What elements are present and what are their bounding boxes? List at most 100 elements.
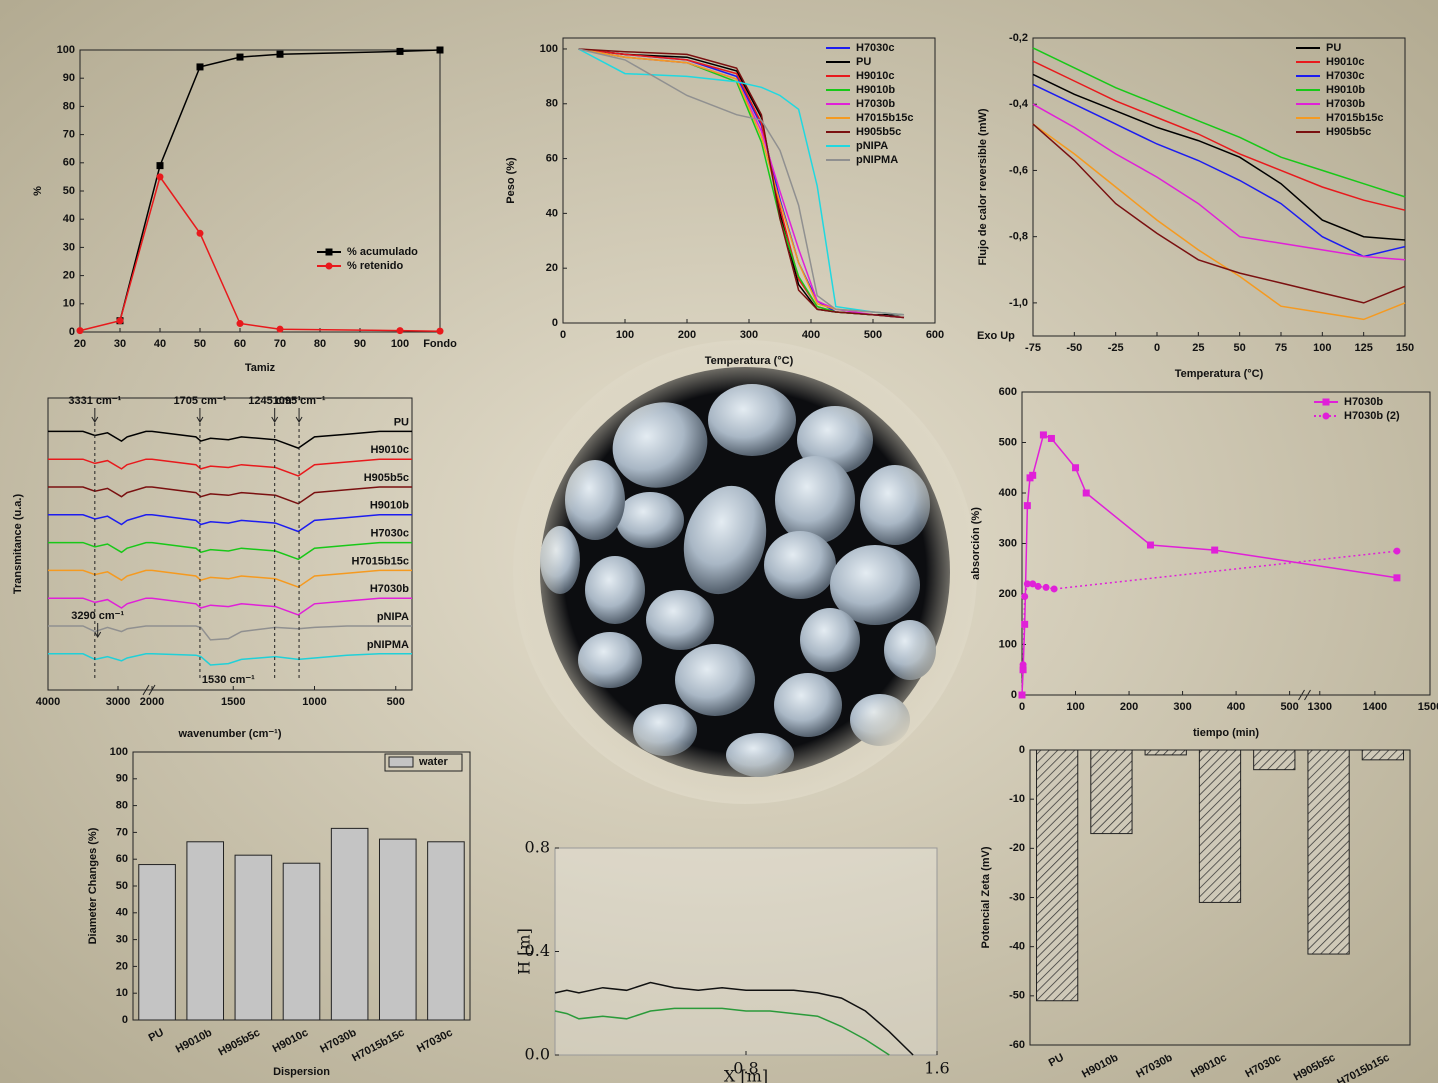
- marker: [1147, 542, 1154, 549]
- x-tick-label: 3000: [106, 696, 130, 708]
- x-tick-label: 500: [864, 329, 882, 341]
- y-tick-label: -0,4: [1009, 98, 1029, 110]
- legend-label: % acumulado: [347, 246, 418, 258]
- legend-label: H7030b: [856, 98, 895, 110]
- legend-label: H7015b15c: [1326, 112, 1384, 124]
- annotation: 1095 cm⁻¹: [273, 395, 326, 407]
- marker: [1040, 431, 1047, 438]
- legend-label: H9010b: [1326, 84, 1365, 96]
- x-tick-label: 0: [1019, 701, 1025, 713]
- bar: [331, 828, 368, 1020]
- marker: [1083, 490, 1090, 497]
- x-axis-title: Dispersion: [273, 1066, 330, 1078]
- x-axis-title: wavenumber (cm⁻¹): [178, 728, 282, 740]
- legend-label: H9010c: [856, 70, 895, 82]
- y-tick-label: 60: [116, 853, 128, 865]
- particle-photo: [513, 340, 977, 804]
- legend-label: H7030b: [1344, 396, 1383, 408]
- y-tick-label: 0: [552, 317, 558, 329]
- marker: [237, 54, 244, 61]
- legend-label: % retenido: [347, 260, 404, 272]
- series-label: H7030b: [370, 583, 409, 595]
- legend-label: H7030c: [1326, 70, 1365, 82]
- marker: [77, 327, 84, 334]
- x-axis-title: Temperatura (°C): [1175, 368, 1264, 380]
- y-axis-title: Potencial Zeta (mV): [980, 846, 992, 948]
- x-tick-label: 100: [391, 338, 409, 350]
- y-tick-label: 300: [999, 537, 1017, 549]
- y-tick-label: -0,8: [1009, 231, 1028, 243]
- marker: [1048, 435, 1055, 442]
- y-axis-title: absorción (%): [970, 507, 982, 580]
- x-tick-label: 25: [1192, 342, 1204, 354]
- y-tick-label: -30: [1009, 891, 1025, 903]
- y-tick-label: 50: [116, 880, 128, 892]
- series-label: H9010c: [370, 444, 409, 456]
- marker: [1072, 464, 1079, 471]
- x-tick-label: 125: [1354, 342, 1372, 354]
- bar: [1199, 750, 1240, 902]
- x-tick-label: 500: [1280, 701, 1298, 713]
- y-tick-label: -10: [1009, 793, 1025, 805]
- marker: [1020, 661, 1027, 668]
- marker: [397, 48, 404, 55]
- y-tick-label: 600: [999, 386, 1017, 398]
- y-tick-label: 60: [546, 152, 558, 164]
- y-axis-title: H [m]: [515, 928, 534, 975]
- marker: [1043, 584, 1050, 591]
- marker: [1021, 593, 1028, 600]
- bar: [283, 863, 320, 1020]
- series-label: pNIPA: [377, 611, 409, 623]
- x-tick-label: 80: [314, 338, 326, 350]
- x-axis-title: Temperatura (°C): [705, 355, 794, 367]
- x-tick-label: 1500: [221, 696, 245, 708]
- y-tick-label: 20: [116, 960, 128, 972]
- marker: [117, 317, 124, 324]
- legend-label: H905b5c: [856, 126, 901, 138]
- x-tick-label: 150: [1396, 342, 1414, 354]
- x-tick-label: 1000: [302, 696, 326, 708]
- x-axis-title: Tamiz: [245, 362, 276, 374]
- x-tick-label: 30: [114, 338, 126, 350]
- y-tick-label: 70: [116, 826, 128, 838]
- x-tick-label: 40: [154, 338, 166, 350]
- y-tick-label: 10: [63, 298, 75, 310]
- y-tick-label: 500: [999, 436, 1017, 448]
- y-tick-label: 30: [116, 934, 128, 946]
- legend-label: H7030b: [1326, 98, 1365, 110]
- x-axis-title: tiempo (min): [1193, 727, 1259, 739]
- y-tick-label: -20: [1009, 842, 1025, 854]
- x-tick-label: 400: [802, 329, 820, 341]
- x-tick-label: Fondo: [423, 338, 457, 350]
- marker: [197, 230, 204, 237]
- x-tick-label: 90: [354, 338, 366, 350]
- series-label: pNIPMA: [367, 639, 409, 651]
- y-tick-label: -0,2: [1009, 32, 1028, 44]
- y-tick-label: 80: [116, 800, 128, 812]
- x-tick-label: 200: [678, 329, 696, 341]
- annotation: 3331 cm⁻¹: [68, 395, 121, 407]
- x-tick-label: 1300: [1308, 701, 1332, 713]
- marker: [157, 173, 164, 180]
- bar: [235, 855, 272, 1020]
- marker: [237, 320, 244, 327]
- legend-marker: [326, 263, 333, 270]
- marker: [1393, 574, 1400, 581]
- y-tick-label: 100: [540, 43, 558, 55]
- marker: [397, 327, 404, 334]
- marker: [197, 63, 204, 70]
- x-tick-label: 100: [1313, 342, 1331, 354]
- legend-label: H7030c: [856, 42, 895, 54]
- chart: 0.00.40.80.81.6X [m]H [m]: [515, 838, 950, 1083]
- y-tick-label: 20: [63, 270, 75, 282]
- x-tick-label: -25: [1108, 342, 1124, 354]
- y-axis-title: Peso (%): [505, 157, 517, 204]
- y-tick-label: 0.0: [525, 1045, 550, 1064]
- legend-marker: [1323, 413, 1330, 420]
- x-tick-label: 50: [1234, 342, 1246, 354]
- series-label: H9010b: [370, 500, 409, 512]
- x-tick-label: 600: [926, 329, 944, 341]
- bar: [187, 842, 224, 1020]
- marker: [437, 47, 444, 54]
- x-tick-label: 300: [1173, 701, 1191, 713]
